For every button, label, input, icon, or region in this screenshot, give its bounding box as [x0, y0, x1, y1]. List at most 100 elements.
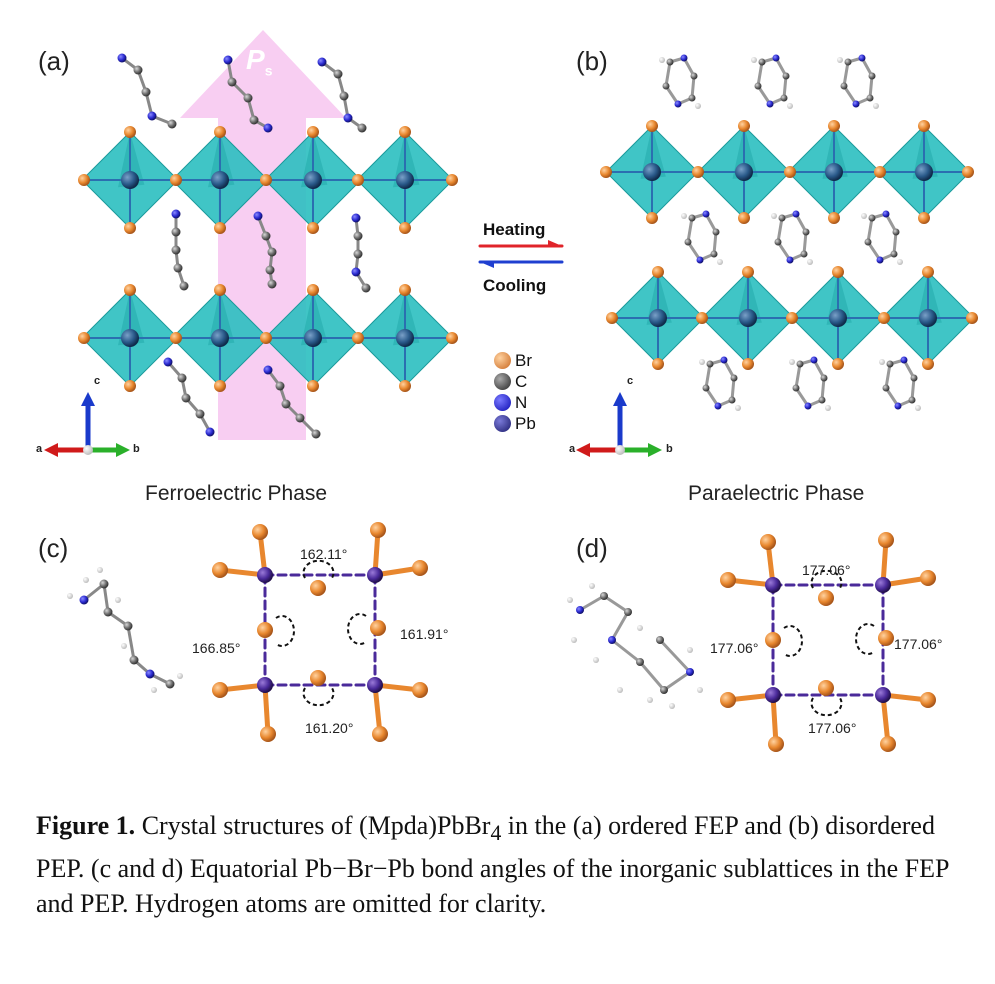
br-b-top-link-0 [600, 166, 612, 178]
angle-d-left: 177.06° [710, 640, 759, 656]
cation-d-atom-5 [660, 686, 668, 694]
lattice-c-outer-bond-5 [262, 682, 271, 737]
br-a-top-link-0 [78, 174, 90, 186]
cation-c-c-atom-2 [103, 607, 113, 617]
cation-a-8-c-atom-1 [275, 381, 285, 391]
octahedron-b-bottom-3-br-top [922, 266, 934, 278]
octahedron-b-top-0-br-top [646, 120, 658, 132]
cation-b-8-bond-5 [794, 362, 802, 390]
cation-d-h-6 [669, 703, 675, 709]
cation-b-8-h-1 [789, 359, 795, 365]
cation-a-2-c-atom-2 [243, 93, 253, 103]
cation-d-atom-2 [624, 608, 632, 616]
cation-b-5-atom-1 [792, 210, 800, 218]
cation-b-5-h-2 [807, 259, 813, 265]
br-b-bottom-link-3 [878, 312, 890, 324]
octahedron-a-bottom-2-pb-atom [304, 329, 322, 347]
panel-label-c: (c) [38, 533, 69, 563]
lattice-d-bridge-br-1 [765, 632, 781, 648]
caption-text-1: Crystal structures of (Mpda)PbBr [135, 811, 491, 840]
cation-a-2-n-atom-0 [223, 55, 233, 65]
cation-d-atom-3 [608, 636, 616, 644]
cation-a-7-n-atom-4 [205, 427, 215, 437]
cation-c-bond-3 [126, 624, 136, 662]
paraelectric-phase-label: Paraelectric Phase [688, 482, 865, 505]
lattice-c-outer-br-6 [412, 682, 428, 698]
legend-label-c: C [515, 371, 528, 391]
cation-b-7-atom-1 [720, 356, 728, 364]
cation-b-2-atom-5 [754, 82, 762, 90]
lattice-d-outer-br-5 [768, 736, 784, 752]
triad-a-axis-a-head [44, 443, 58, 457]
br-b-top-link-4 [962, 166, 974, 178]
br-b-bottom-link-2 [786, 312, 798, 324]
cation-b-3-h-1 [837, 57, 843, 63]
octahedron-a-bottom-0-br-top [124, 284, 136, 296]
cation-b-2-bond-5 [756, 60, 764, 88]
cation-b-4-atom-2 [712, 228, 720, 236]
cation-a-6-c-atom-4 [361, 283, 371, 293]
br-a-top-link-3 [352, 174, 364, 186]
cation-c-n-atom-0 [79, 595, 89, 605]
lattice-d-angle-arc-2 [855, 623, 875, 655]
cation-a-7-c-atom-3 [195, 409, 205, 419]
octahedron-b-top-1-br-top [738, 120, 750, 132]
lattice-c-angle-arc-2 [347, 613, 367, 645]
cation-b-8-atom-4 [804, 402, 812, 410]
br-a-bottom-link-1 [170, 332, 182, 344]
octahedron-a-bottom-3-br-bottom [399, 380, 411, 392]
cation-b-3-atom-3 [866, 94, 874, 102]
cation-d-bond-3 [610, 638, 642, 664]
cation-a-6-n-atom-3 [351, 267, 361, 277]
axis-b-label-b: b [666, 443, 673, 455]
panel-label-b: (b) [576, 46, 608, 76]
cation-b-5-atom-2 [802, 228, 810, 236]
cation-a-5-c-atom-1 [261, 231, 271, 241]
octahedron-a-top-0-pb-atom [121, 171, 139, 189]
cation-b-3-atom-5 [840, 82, 848, 90]
cation-b-7-bond-4 [704, 386, 720, 408]
cation-a-5-n-atom-0 [253, 211, 263, 221]
cation-b-6-bond-5 [866, 216, 874, 244]
cation-b-8-h-2 [825, 405, 831, 411]
cation-a-7-c-atom-1 [177, 373, 187, 383]
lattice-d-outer-br-4 [720, 692, 736, 708]
legend-item-n: N [494, 392, 536, 413]
lattice-c-outer-br-0 [212, 562, 228, 578]
cation-b-9-bond-5 [884, 362, 892, 390]
caption-label: Figure 1. [36, 811, 136, 840]
angle-c-right: 161.91° [400, 626, 449, 642]
cation-c-n-atom-5 [145, 669, 155, 679]
cation-b-8-bond-4 [794, 386, 810, 408]
cation-b-2-atom-4 [766, 100, 774, 108]
octahedron-b-top-3-br-top [918, 120, 930, 132]
lattice-d-outer-br-7 [880, 736, 896, 752]
octahedron-b-bottom-2-br-bottom [832, 358, 844, 370]
caption-text-2: in the (a) ordered FEP and (b) disordere… [36, 811, 949, 919]
cation-b-5-bond-5 [776, 216, 784, 244]
axis-b-label-a: b [133, 443, 140, 455]
cation-b-9-atom-0 [886, 360, 894, 368]
cation-b-1-atom-5 [662, 82, 670, 90]
lattice-d-pb-atom-1 [875, 577, 891, 593]
figure-1: (a) (b) (c) (d) Ps Heating Cooling Br C … [36, 30, 978, 752]
legend-item-pb: Pb [494, 413, 536, 434]
cation-b-7-bond-2 [730, 376, 736, 402]
br-a-top-link-1 [170, 174, 182, 186]
angle-c-left: 166.85° [192, 640, 241, 656]
panel-label-a: (a) [38, 46, 70, 76]
cation-b-5-atom-3 [800, 250, 808, 258]
cation-b-7-atom-2 [730, 374, 738, 382]
cation-b-1-atom-1 [680, 54, 688, 62]
br-b-bottom-link-4 [966, 312, 978, 324]
lattice-c-pb-atom-2 [257, 677, 273, 693]
lattice-c-bridge-br-3 [310, 670, 326, 686]
lattice-c-pb-atom-1 [367, 567, 383, 583]
panel-label-d: (d) [576, 533, 608, 563]
cation-b-9-atom-3 [908, 396, 916, 404]
polarization-label: Ps [246, 44, 273, 79]
octahedron-a-top-1-br-top [214, 126, 226, 138]
cation-a-1-n-atom-3 [147, 111, 157, 121]
cation-b-6-atom-5 [864, 238, 872, 246]
cation-b-1-bond-5 [664, 60, 672, 88]
